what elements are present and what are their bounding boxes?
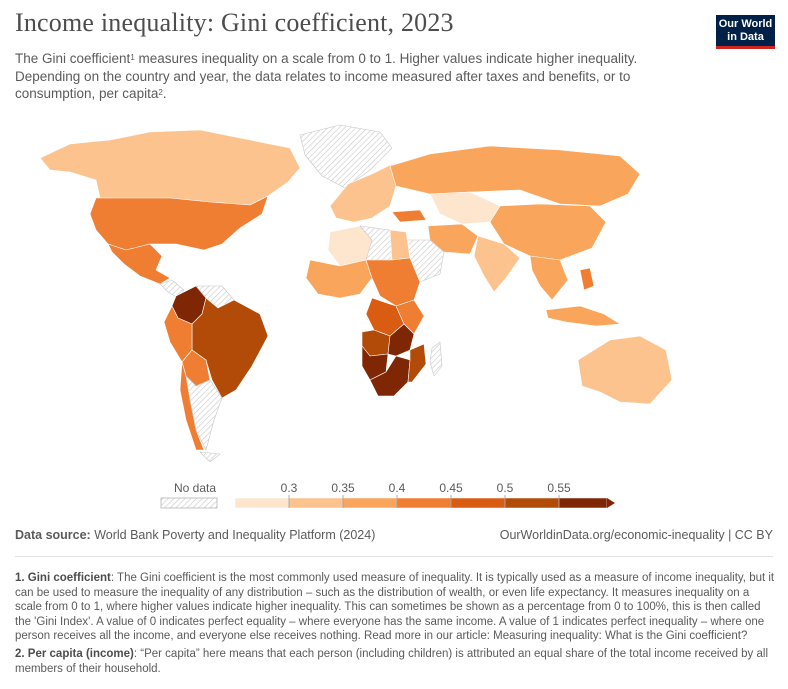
legend-bin[interactable]: [234, 497, 290, 509]
country-canada[interactable]: [39, 129, 301, 206]
legend-bin[interactable]: [342, 497, 398, 509]
footer-divider: [15, 556, 773, 557]
legend-tick-label: 0.3: [281, 481, 298, 495]
data-source-label: Data source:: [15, 528, 91, 542]
country-mozambique[interactable]: [407, 343, 427, 383]
country-united-states[interactable]: [89, 195, 269, 251]
legend-tick-label: 0.5: [497, 481, 514, 495]
legend-tick-label: 0.45: [439, 481, 463, 495]
footnote-2: 2. Per capita (income): “Per capita” her…: [15, 647, 775, 676]
country-china[interactable]: [489, 203, 607, 261]
country-antarctica[interactable]: [199, 451, 221, 463]
subtitle-text-1: The Gini coefficient: [15, 51, 131, 66]
footnote-ref-2[interactable]: 2: [158, 88, 163, 97]
country-russia[interactable]: [389, 145, 641, 207]
legend-tick-label: 0.4: [389, 481, 406, 495]
country-southeast-asia[interactable]: [529, 255, 569, 301]
country-indonesia[interactable]: [545, 305, 621, 327]
chart-subtitle: The Gini coefficient1 measures inequalit…: [15, 50, 705, 103]
country-west-africa[interactable]: [305, 259, 373, 299]
no-data-swatch: [160, 497, 218, 509]
data-source-text: World Bank Poverty and Inequality Platfo…: [90, 528, 376, 542]
subtitle-text-2: measures inequality on a scale from 0 to…: [15, 51, 638, 101]
logo-line-1: Our World: [718, 18, 773, 30]
country-india[interactable]: [473, 235, 521, 293]
legend-bin[interactable]: [504, 497, 560, 509]
footnote-1-text: : The Gini coefficient is the most commo…: [15, 572, 775, 642]
owid-logo[interactable]: Our World in Data: [716, 15, 775, 49]
country-argentina[interactable]: [185, 375, 223, 451]
footnote-ref-1[interactable]: 1: [130, 53, 135, 62]
country-turkey[interactable]: [391, 209, 427, 223]
legend-arrow: [607, 498, 615, 508]
country-philippines[interactable]: [579, 267, 595, 291]
country-east-africa[interactable]: [395, 299, 425, 335]
country-mexico[interactable]: [107, 243, 171, 285]
data-source: Data source: World Bank Poverty and Ineq…: [15, 528, 375, 542]
country-madagascar[interactable]: [429, 341, 443, 377]
legend-bin[interactable]: [396, 497, 452, 509]
country-europe[interactable]: [329, 163, 397, 223]
subtitle-text-3: .: [162, 86, 167, 101]
country-egypt[interactable]: [389, 229, 411, 261]
footnote-1: 1. Gini coefficient: The Gini coefficien…: [15, 571, 775, 644]
country-australia[interactable]: [577, 335, 673, 405]
legend-bin[interactable]: [558, 497, 608, 509]
legend-tick-label: 0.55: [547, 481, 571, 495]
no-data-label: No data: [174, 481, 216, 495]
chart-title: Income inequality: Gini coefficient, 202…: [15, 8, 454, 37]
logo-line-2: in Data: [727, 31, 764, 43]
legend-bin[interactable]: [450, 497, 506, 509]
legend-tick-label: 0.35: [331, 481, 355, 495]
country-kazakhstan[interactable]: [429, 191, 501, 225]
footnote-1-label: 1. Gini coefficient: [15, 572, 111, 584]
world-map[interactable]: [0, 110, 788, 470]
footnote-2-label: 2. Per capita (income): [15, 648, 134, 660]
legend-bin[interactable]: [288, 497, 344, 509]
source-url[interactable]: OurWorldinData.org/economic-inequality |…: [499, 528, 773, 542]
country-greenland[interactable]: [299, 124, 393, 189]
footnote-2-text: : “Per capita” here means that each pers…: [15, 648, 769, 675]
color-legend: No data 0.3 0.35 0.4 0.45 0.5 0.55: [160, 481, 615, 509]
